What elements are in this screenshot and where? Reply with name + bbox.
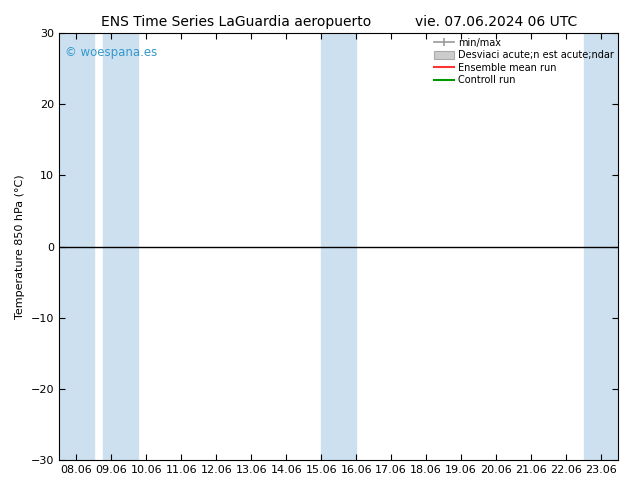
Bar: [103, 33, 138, 460]
Y-axis label: Temperature 850 hPa (°C): Temperature 850 hPa (°C): [15, 174, 25, 319]
Bar: [321, 33, 356, 460]
Text: © woespana.es: © woespana.es: [65, 46, 157, 59]
Title: ENS Time Series LaGuardia aeropuerto          vie. 07.06.2024 06 UTC: ENS Time Series LaGuardia aeropuerto vie…: [101, 15, 577, 29]
Bar: [583, 33, 619, 460]
Bar: [59, 33, 94, 460]
Legend: min/max, Desviaci acute;n est acute;ndar, Ensemble mean run, Controll run: min/max, Desviaci acute;n est acute;ndar…: [432, 36, 616, 87]
